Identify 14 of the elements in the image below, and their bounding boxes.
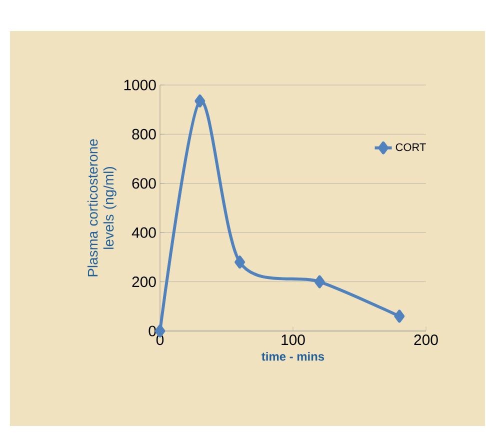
x-tick-label: 200 [414, 334, 438, 346]
y-tick-label: 200 [132, 276, 156, 288]
point [314, 275, 325, 288]
legend-label: CORT [396, 143, 426, 152]
y-axis-title: Plasma corticosterone levels (ng/ml) [87, 139, 116, 276]
x-axis-title: time - mins [262, 352, 324, 361]
point [234, 256, 246, 269]
x-tick-label: 100 [282, 334, 305, 346]
point [194, 94, 206, 108]
point [394, 310, 405, 323]
y-tick-label: 1000 [124, 80, 156, 90]
y-tick-label: 800 [132, 128, 156, 140]
y-tick-label: 400 [132, 227, 156, 238]
y-tick-label: 600 [132, 178, 156, 189]
